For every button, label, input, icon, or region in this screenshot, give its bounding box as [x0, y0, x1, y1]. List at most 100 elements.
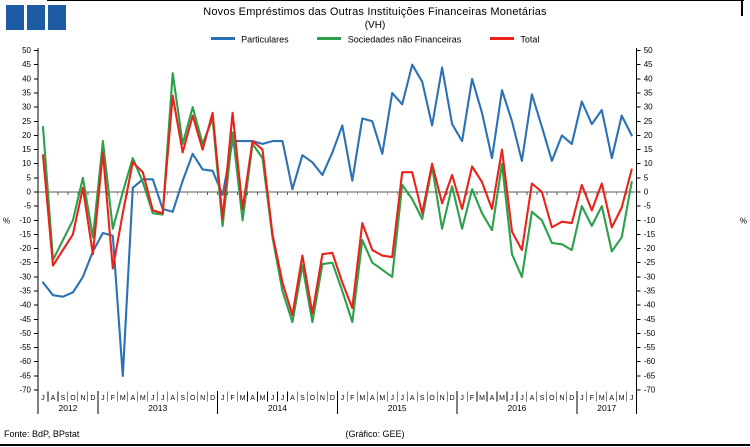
svg-text:-35: -35 [644, 287, 656, 296]
svg-text:O: O [310, 395, 316, 402]
svg-text:S: S [300, 395, 305, 402]
svg-text:A: A [370, 395, 375, 402]
svg-text:J: J [630, 395, 634, 402]
svg-text:-20: -20 [644, 244, 656, 253]
svg-text:S: S [420, 395, 425, 402]
svg-text:2015: 2015 [388, 403, 407, 413]
svg-text:-15: -15 [19, 230, 31, 239]
svg-text:J: J [281, 395, 285, 402]
chart-legend: Particulares Sociedades não Financeiras … [0, 34, 750, 45]
svg-text:15: 15 [22, 145, 31, 154]
svg-text:-45: -45 [19, 315, 31, 324]
svg-text:J: J [221, 395, 225, 402]
svg-text:A: A [530, 395, 535, 402]
svg-text:2012: 2012 [58, 403, 77, 413]
svg-text:J: J [101, 395, 105, 402]
line-chart: -70 -70-65 -65-60 -60-55 -55-50 -50-45 -45-40-… [3, 46, 747, 414]
svg-text:-40: -40 [644, 301, 656, 310]
svg-text:D: D [90, 395, 95, 402]
svg-text:N: N [320, 395, 325, 402]
svg-text:-20: -20 [19, 244, 31, 253]
svg-text:S: S [540, 395, 545, 402]
svg-text:J: J [151, 395, 155, 402]
svg-text:M: M [140, 395, 146, 402]
svg-text:N: N [80, 395, 85, 402]
legend-label: Sociedades não Financeiras [347, 34, 462, 45]
svg-text:A: A [170, 395, 175, 402]
svg-text:-30: -30 [19, 272, 31, 281]
svg-text:-35: -35 [19, 287, 31, 296]
svg-text:A: A [130, 395, 135, 402]
svg-text:J: J [510, 395, 514, 402]
svg-text:-60: -60 [644, 357, 656, 366]
logo [6, 5, 66, 30]
svg-text:O: O [549, 395, 555, 402]
svg-text:M: M [379, 395, 385, 402]
svg-text:N: N [559, 395, 564, 402]
svg-text:-5: -5 [24, 202, 32, 211]
svg-text:-45: -45 [644, 315, 656, 324]
svg-text:25: 25 [22, 117, 31, 126]
svg-text:50: 50 [22, 46, 31, 55]
svg-text:0: 0 [27, 188, 32, 197]
svg-text:2013: 2013 [148, 403, 167, 413]
legend-label: Particulares [241, 34, 289, 45]
svg-text:O: O [190, 395, 196, 402]
svg-text:45: 45 [22, 60, 31, 69]
logo-square [48, 5, 66, 30]
svg-text:%: % [740, 216, 747, 225]
legend-swatch-sociedades [317, 37, 342, 41]
legend-item-sociedades: Sociedades não Financeiras [317, 34, 461, 45]
bottom-border-line [0, 444, 750, 446]
svg-text:20: 20 [644, 131, 653, 140]
svg-text:O: O [70, 395, 76, 402]
svg-text:-10: -10 [644, 216, 656, 225]
legend-label: Total [520, 34, 540, 45]
svg-text:-5: -5 [644, 202, 652, 211]
svg-text:A: A [609, 395, 614, 402]
svg-text:J: J [271, 395, 275, 402]
svg-text:M: M [359, 395, 365, 402]
svg-text:2017: 2017 [597, 403, 616, 413]
svg-text:J: J [520, 395, 524, 402]
svg-text:-70: -70 [644, 386, 656, 395]
svg-text:F: F [111, 395, 115, 402]
svg-text:J: J [161, 395, 165, 402]
svg-text:N: N [200, 395, 205, 402]
svg-text:-25: -25 [644, 258, 656, 267]
svg-text:30: 30 [22, 103, 31, 112]
svg-text:-25: -25 [19, 258, 31, 267]
svg-text:-15: -15 [644, 230, 656, 239]
svg-text:S: S [61, 395, 66, 402]
svg-text:M: M [599, 395, 605, 402]
svg-text:F: F [350, 395, 354, 402]
svg-text:M: M [120, 395, 126, 402]
svg-text:20: 20 [22, 131, 31, 140]
logo-square [27, 5, 45, 30]
svg-text:-55: -55 [644, 343, 656, 352]
page-title: Novos Empréstimos das Outras Instituiçõe… [203, 6, 547, 18]
svg-text:F: F [590, 395, 594, 402]
svg-text:F: F [470, 395, 474, 402]
svg-text:40: 40 [644, 74, 653, 83]
svg-text:D: D [330, 395, 335, 402]
svg-text:D: D [210, 395, 215, 402]
top-border-line [47, 0, 744, 1]
svg-text:-50: -50 [19, 329, 31, 338]
svg-text:J: J [460, 395, 464, 402]
svg-text:D: D [450, 395, 455, 402]
svg-text:45: 45 [644, 60, 653, 69]
svg-text:J: J [400, 395, 404, 402]
svg-text:F: F [230, 395, 234, 402]
svg-text:40: 40 [22, 74, 31, 83]
svg-text:A: A [490, 395, 495, 402]
legend-item-total: Total [489, 34, 540, 45]
svg-text:M: M [619, 395, 625, 402]
page-subtitle: (VH) [364, 20, 386, 31]
svg-text:M: M [260, 395, 266, 402]
logo-square [6, 5, 24, 30]
svg-text:M: M [240, 395, 246, 402]
svg-text:-40: -40 [19, 301, 31, 310]
svg-text:-50: -50 [644, 329, 656, 338]
